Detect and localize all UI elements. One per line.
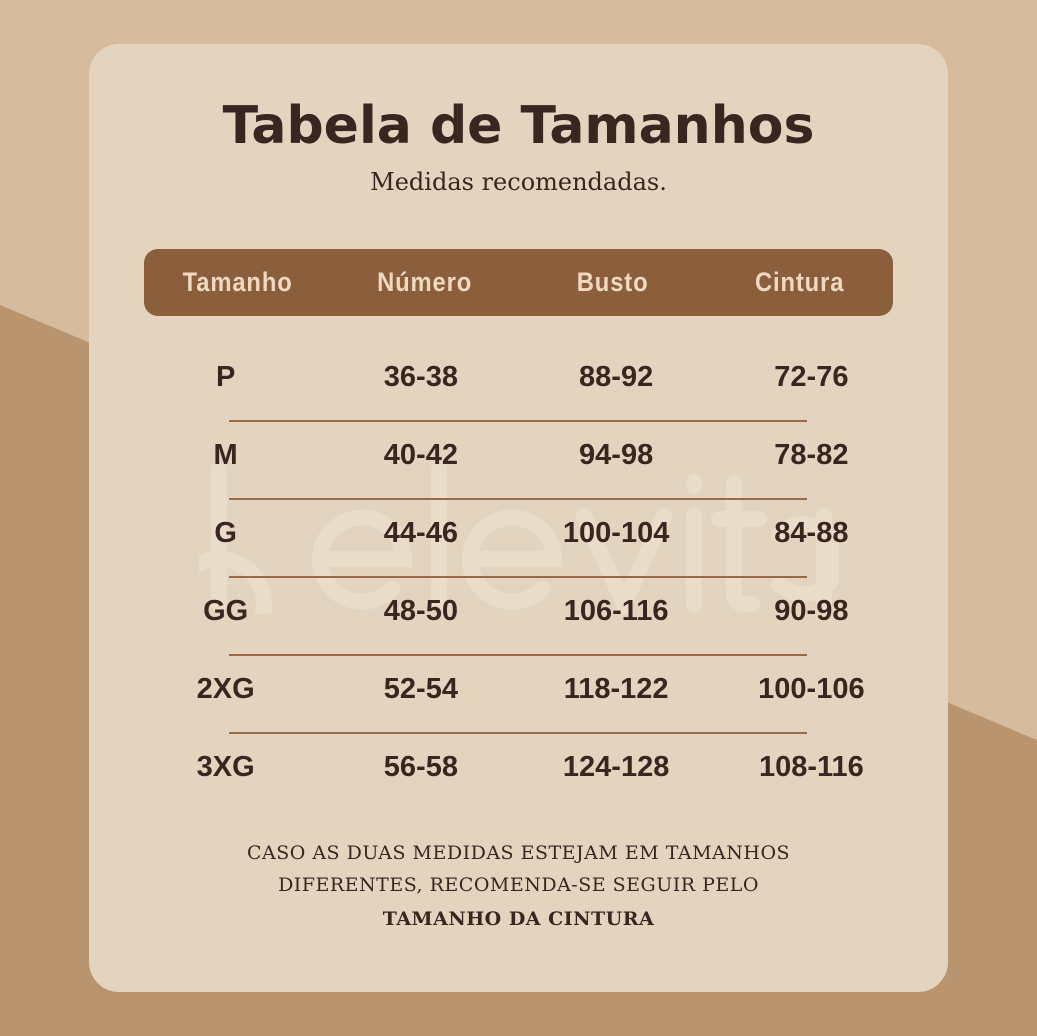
cell-busto: 100-104 [562,516,670,549]
cell-busto: 106-116 [563,594,669,627]
header-cintura: Cintura [754,267,845,297]
note-line-1: CASO AS DUAS MEDIDAS ESTEJAM EM TAMANHOS [246,842,791,864]
row-divider [229,654,807,656]
page-subtitle: Medidas recomendadas. [370,168,667,196]
table-row: 2XG 52-54 118-122 100-106 [128,664,909,714]
table-row: G 44-46 100-104 84-88 [128,508,909,558]
table-row: GG 48-50 106-116 90-98 [128,586,909,636]
cell-cintura: 90-98 [774,594,849,627]
row-divider [229,576,807,578]
cell-cintura: 72-76 [774,360,849,393]
header-numero: Número [377,267,473,297]
cell-busto: 118-122 [563,672,669,705]
page-title: Tabela de Tamanhos [222,96,815,156]
cell-tamanho: G [214,516,237,549]
watermark-logo [199,464,839,614]
cell-cintura: 78-82 [774,438,849,471]
cell-cintura: 84-88 [774,516,849,549]
cell-numero: 40-42 [383,438,458,471]
cell-tamanho: M [213,438,238,471]
table-row: P 36-38 88-92 72-76 [128,352,909,402]
cell-busto: 124-128 [562,750,670,783]
cell-cintura: 108-116 [758,750,864,783]
note-line-2: DIFERENTES, RECOMENDA-SE SEGUIR PELO [278,874,759,896]
cell-busto: 88-92 [579,360,654,393]
header-busto: Busto [576,267,648,297]
cell-tamanho: 2XG [196,672,255,705]
cell-numero: 48-50 [383,594,458,627]
row-divider [229,420,807,422]
cell-numero: 44-46 [383,516,458,549]
table-row: M 40-42 94-98 78-82 [128,430,909,480]
table-header: Tamanho Número Busto Cintura [144,249,893,316]
cell-tamanho: P [215,360,236,393]
cell-tamanho: GG [203,594,249,627]
cell-numero: 52-54 [383,672,458,705]
header-tamanho: Tamanho [182,267,293,297]
row-divider [229,498,807,500]
cell-busto: 94-98 [579,438,654,471]
table-row: 3XG 56-58 124-128 108-116 [128,742,909,792]
cell-numero: 36-38 [383,360,458,393]
note-line-3: TAMANHO DA CINTURA [382,908,655,930]
cell-numero: 56-58 [383,750,458,783]
cell-tamanho: 3XG [196,750,255,783]
size-chart-card: Tabela de Tamanhos Medidas recomendadas.… [89,44,948,992]
cell-cintura: 100-106 [758,672,865,705]
row-divider [229,732,807,734]
